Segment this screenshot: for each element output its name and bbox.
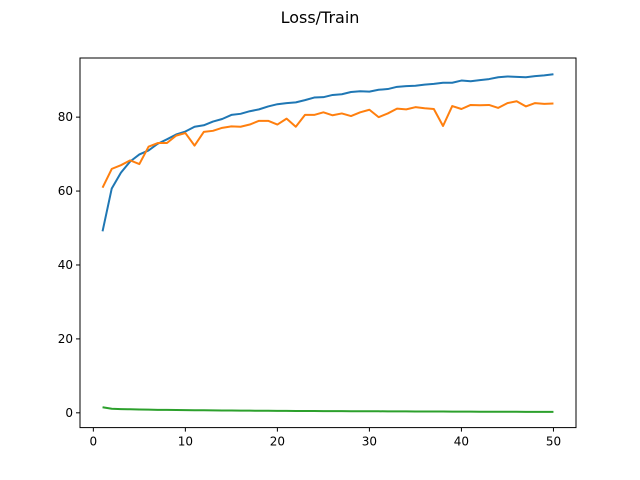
y-tick-label: 40: [58, 258, 73, 272]
y-axis: 0 20 40 60 80: [58, 110, 80, 420]
x-tick-label: 20: [270, 435, 285, 449]
plot-frame: [79, 57, 577, 429]
chart-title: Loss/Train: [280, 8, 360, 27]
y-tick-label: 60: [58, 184, 73, 198]
x-axis: 0 10 20 30 40 50: [90, 427, 561, 449]
x-tick-label: 50: [546, 435, 561, 449]
x-tick-label: 10: [178, 435, 193, 449]
x-tick-label: 30: [362, 435, 377, 449]
x-tick-label: 0: [90, 435, 98, 449]
y-tick-label: 20: [58, 332, 73, 346]
y-tick-label: 80: [58, 110, 73, 124]
series-line-1: [101, 73, 554, 232]
y-tick-label: 0: [65, 406, 73, 420]
series-line-2: [101, 100, 554, 189]
series-layer: [101, 73, 554, 413]
x-tick-label: 40: [454, 435, 469, 449]
series-line-3: [102, 406, 554, 413]
